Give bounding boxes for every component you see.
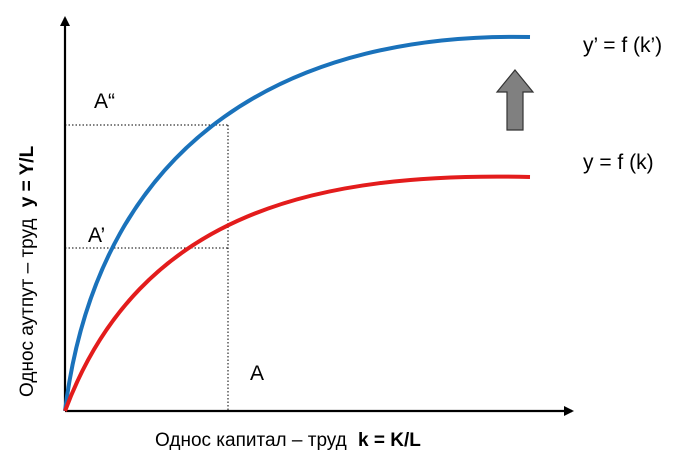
curve-lower-label: y = f (k) bbox=[583, 151, 654, 174]
y-axis-title-text: Однос аутпут – труд bbox=[17, 213, 38, 397]
point-a2-label: A“ bbox=[94, 90, 115, 113]
x-axis-title: Однос капитал – труд k = K/L bbox=[155, 430, 421, 451]
curve-lower bbox=[63, 174, 531, 412]
y-axis-title: Однос аутпут – труд y = Y/L bbox=[17, 145, 38, 397]
y-axis-title-formula: y = Y/L bbox=[17, 145, 38, 207]
point-a-label: A bbox=[250, 362, 264, 385]
curve-upper bbox=[63, 34, 531, 412]
point-a1-label: A’ bbox=[88, 224, 105, 247]
x-axis-title-text: Однос капитал – труд bbox=[155, 430, 352, 451]
curve-upper-label: y’ = f (k’) bbox=[583, 34, 662, 57]
x-axis-title-formula: k = K/L bbox=[358, 430, 421, 451]
shift-up-arrow bbox=[511, 45, 522, 62]
shift-up-arrow-shape bbox=[495, 69, 535, 131]
